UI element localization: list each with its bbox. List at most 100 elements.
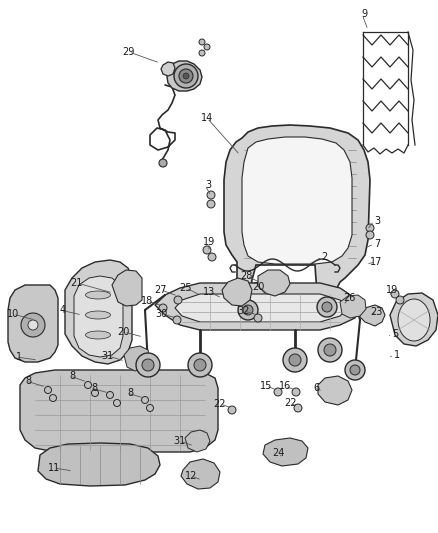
Polygon shape — [38, 443, 160, 486]
Text: 21: 21 — [71, 278, 83, 288]
Circle shape — [324, 344, 336, 356]
Circle shape — [396, 296, 404, 304]
Circle shape — [238, 300, 258, 320]
Polygon shape — [155, 283, 360, 330]
Text: 8: 8 — [26, 376, 32, 386]
Ellipse shape — [85, 331, 110, 339]
Circle shape — [350, 365, 360, 375]
Text: 18: 18 — [141, 296, 153, 306]
Circle shape — [243, 305, 253, 315]
Polygon shape — [222, 278, 252, 306]
Circle shape — [141, 397, 148, 403]
Circle shape — [92, 390, 99, 397]
Text: 8: 8 — [127, 388, 133, 398]
Polygon shape — [112, 270, 142, 306]
Polygon shape — [318, 376, 352, 405]
Text: 22: 22 — [285, 398, 297, 408]
Circle shape — [208, 253, 216, 261]
Text: 27: 27 — [155, 285, 167, 295]
Text: 19: 19 — [203, 237, 215, 247]
Circle shape — [179, 69, 193, 83]
Polygon shape — [358, 305, 385, 326]
Circle shape — [199, 50, 205, 56]
Polygon shape — [65, 260, 132, 364]
Circle shape — [183, 73, 189, 79]
Circle shape — [28, 320, 38, 330]
Text: 24: 24 — [272, 448, 285, 458]
Text: 20: 20 — [253, 282, 265, 292]
Circle shape — [254, 314, 262, 322]
Circle shape — [106, 392, 113, 399]
Circle shape — [289, 354, 301, 366]
Circle shape — [207, 200, 215, 208]
Text: 16: 16 — [279, 381, 291, 391]
Circle shape — [159, 159, 167, 167]
Text: 10: 10 — [7, 309, 19, 319]
Circle shape — [345, 360, 365, 380]
Polygon shape — [74, 276, 123, 357]
Text: 22: 22 — [213, 399, 226, 409]
Text: 17: 17 — [370, 257, 382, 267]
Circle shape — [174, 64, 198, 88]
Polygon shape — [175, 294, 348, 322]
Text: 1: 1 — [394, 350, 400, 360]
Polygon shape — [8, 285, 58, 362]
Circle shape — [21, 313, 45, 337]
Circle shape — [204, 44, 210, 50]
Text: 3: 3 — [374, 216, 380, 226]
Text: 26: 26 — [344, 293, 356, 303]
Polygon shape — [181, 459, 220, 489]
Circle shape — [274, 388, 282, 396]
Circle shape — [194, 359, 206, 371]
Text: 31: 31 — [174, 436, 186, 446]
Text: 7: 7 — [374, 239, 380, 249]
Polygon shape — [258, 270, 290, 296]
Text: 8: 8 — [70, 371, 76, 381]
Circle shape — [322, 302, 332, 312]
Text: 29: 29 — [123, 47, 135, 57]
Circle shape — [136, 353, 160, 377]
Polygon shape — [124, 346, 150, 371]
Circle shape — [142, 359, 154, 371]
Text: 12: 12 — [185, 471, 197, 481]
Polygon shape — [390, 293, 438, 346]
Polygon shape — [161, 62, 175, 76]
Circle shape — [188, 353, 212, 377]
Text: 2: 2 — [322, 252, 328, 262]
Circle shape — [45, 386, 52, 393]
Circle shape — [159, 304, 167, 312]
Polygon shape — [263, 438, 308, 466]
Circle shape — [317, 297, 337, 317]
Circle shape — [292, 388, 300, 396]
Text: 13: 13 — [203, 287, 215, 297]
Polygon shape — [224, 125, 370, 315]
Circle shape — [173, 316, 181, 324]
Ellipse shape — [85, 311, 110, 319]
Polygon shape — [20, 370, 218, 452]
Circle shape — [228, 406, 236, 414]
Circle shape — [174, 296, 182, 304]
Circle shape — [203, 246, 211, 254]
Polygon shape — [242, 137, 352, 264]
Polygon shape — [340, 295, 366, 318]
Polygon shape — [167, 61, 202, 91]
Circle shape — [391, 290, 399, 298]
Text: 19: 19 — [386, 285, 398, 295]
Circle shape — [318, 338, 342, 362]
Ellipse shape — [85, 291, 110, 299]
Circle shape — [85, 382, 92, 389]
Polygon shape — [185, 430, 210, 452]
Text: 8: 8 — [91, 383, 97, 393]
Text: 6: 6 — [313, 383, 319, 393]
Text: 9: 9 — [362, 9, 368, 19]
Circle shape — [146, 405, 153, 411]
Text: 1: 1 — [16, 352, 22, 362]
Text: 32: 32 — [238, 306, 250, 316]
Text: 31: 31 — [102, 351, 114, 361]
Circle shape — [113, 400, 120, 407]
Text: 25: 25 — [180, 283, 192, 293]
Text: 4: 4 — [60, 305, 66, 315]
Text: 11: 11 — [48, 463, 60, 473]
Ellipse shape — [398, 299, 430, 341]
Circle shape — [366, 224, 374, 232]
